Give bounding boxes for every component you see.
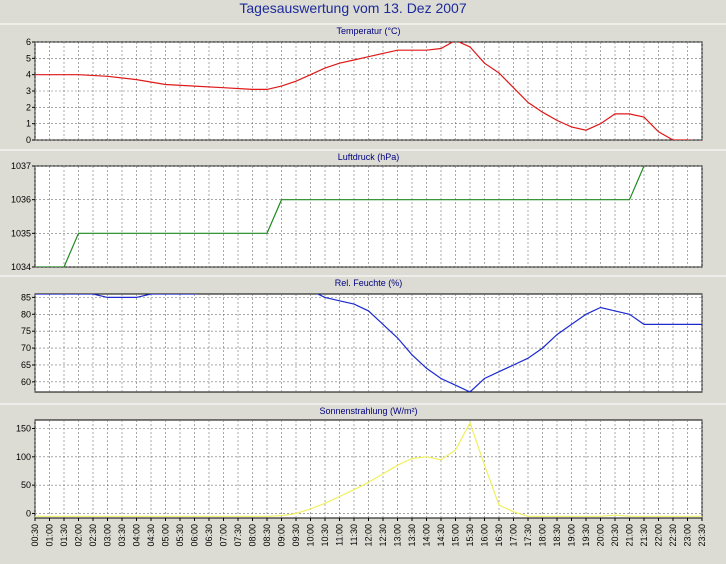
panel-title: Temperatur (°C) xyxy=(336,26,400,36)
x-tick-label: 05:30 xyxy=(175,524,185,547)
x-tick-label: 04:30 xyxy=(146,524,156,547)
x-tick-label: 03:30 xyxy=(117,524,127,547)
x-tick-label: 17:00 xyxy=(509,524,519,547)
pressure-panel: Luftdruck (hPa) 1034 1035 1036 1037 xyxy=(0,149,726,272)
pressure-line xyxy=(35,166,645,267)
panel-title: Sonnenstrahlung (W/m²) xyxy=(319,406,417,416)
x-tick-label: 21:30 xyxy=(639,524,649,547)
y-tick-label: 50 xyxy=(21,480,31,490)
x-tick-label: 08:00 xyxy=(248,524,258,547)
x-tick-label: 18:00 xyxy=(538,524,548,547)
x-tick-label: 04:00 xyxy=(132,524,142,547)
x-tick-label: 14:30 xyxy=(436,524,446,547)
y-tick-label: 80 xyxy=(21,309,31,319)
x-tick-label: 12:00 xyxy=(364,524,374,547)
x-tick-label: 07:30 xyxy=(233,524,243,547)
radiation-panel: Sonnenstrahlung (W/m²) 0 50 100 150 xyxy=(0,403,726,519)
temperature-line xyxy=(35,42,693,140)
humidity-panel: Rel. Feuchte (%) 60 65 70 75 80 85 xyxy=(0,275,726,393)
x-tick-label: 06:30 xyxy=(204,524,214,547)
x-tick-label: 01:00 xyxy=(45,524,55,547)
x-tick-label: 03:00 xyxy=(103,524,113,547)
y-tick-label: 0 xyxy=(26,135,31,145)
x-tick-label: 19:30 xyxy=(581,524,591,547)
x-tick-label: 10:30 xyxy=(320,524,330,547)
x-tick-label: 13:00 xyxy=(393,524,403,547)
y-tick-label: 1 xyxy=(26,119,31,129)
x-tick-label: 16:00 xyxy=(480,524,490,547)
x-tick-label: 19:00 xyxy=(567,524,577,547)
y-tick-label: 3 xyxy=(26,86,31,96)
x-tick-label: 02:30 xyxy=(88,524,98,547)
y-tick-label: 100 xyxy=(16,452,31,462)
y-tick-label: 1034 xyxy=(11,262,31,272)
x-tick-label: 09:30 xyxy=(291,524,301,547)
x-tick-label: 05:00 xyxy=(161,524,171,547)
page-title: Tagesauswertung vom 13. Dez 2007 xyxy=(239,0,466,16)
y-tick-label: 65 xyxy=(21,360,31,370)
x-tick-label: 00:30 xyxy=(30,524,40,547)
chart-panels: Temperatur (°C) 0 1 2 3 4 5 6 Luftdruck (hPa) 103… xyxy=(0,23,726,519)
y-tick-label: 2 xyxy=(26,102,31,112)
panel-title: Luftdruck (hPa) xyxy=(338,152,400,162)
x-tick-label: 14:00 xyxy=(422,524,432,547)
x-tick-label: 16:30 xyxy=(494,524,504,547)
x-tick-label: 15:00 xyxy=(451,524,461,547)
y-tick-label: 85 xyxy=(21,292,31,302)
x-tick-label: 09:00 xyxy=(277,524,287,547)
x-tick-label: 18:30 xyxy=(552,524,562,547)
x-tick-label: 23:00 xyxy=(683,524,693,547)
x-tick-label: 06:00 xyxy=(190,524,200,547)
y-tick-label: 4 xyxy=(26,70,31,80)
x-tick-label: 02:00 xyxy=(74,524,84,547)
x-tick-label: 10:00 xyxy=(306,524,316,547)
x-tick-label: 20:30 xyxy=(610,524,620,547)
x-tick-label: 17:30 xyxy=(523,524,533,547)
y-tick-label: 1035 xyxy=(11,228,31,238)
x-tick-label: 13:30 xyxy=(407,524,417,547)
x-tick-label: 21:00 xyxy=(625,524,635,547)
y-tick-label: 1036 xyxy=(11,195,31,205)
y-tick-label: 0 xyxy=(26,508,31,518)
x-tick-label: 12:30 xyxy=(378,524,388,547)
radiation-line xyxy=(35,421,702,517)
y-tick-label: 75 xyxy=(21,326,31,336)
x-tick-label: 20:00 xyxy=(596,524,606,547)
y-tick-label: 6 xyxy=(26,37,31,47)
x-tick-label: 11:30 xyxy=(349,524,359,546)
y-tick-label: 5 xyxy=(26,53,31,63)
time-axis: 00:30 01:00 01:30 02:00 02:30 03:00 03:30 04:00… xyxy=(30,518,707,547)
y-tick-label: 150 xyxy=(16,423,31,433)
panel-title: Rel. Feuchte (%) xyxy=(335,278,403,288)
x-tick-label: 23:30 xyxy=(697,524,707,547)
x-tick-label: 22:30 xyxy=(668,524,678,547)
y-tick-label: 60 xyxy=(21,377,31,387)
y-tick-label: 70 xyxy=(21,343,31,353)
x-tick-label: 22:00 xyxy=(654,524,664,547)
x-tick-label: 15:30 xyxy=(465,524,475,547)
x-tick-label: 01:30 xyxy=(59,524,69,547)
x-tick-label: 08:30 xyxy=(262,524,272,547)
x-tick-label: 07:00 xyxy=(219,524,229,547)
y-tick-label: 1037 xyxy=(11,161,31,171)
humidity-line xyxy=(35,294,702,392)
temperature-panel: Temperatur (°C) 0 1 2 3 4 5 6 xyxy=(0,23,726,145)
x-tick-label: 11:00 xyxy=(335,524,345,546)
